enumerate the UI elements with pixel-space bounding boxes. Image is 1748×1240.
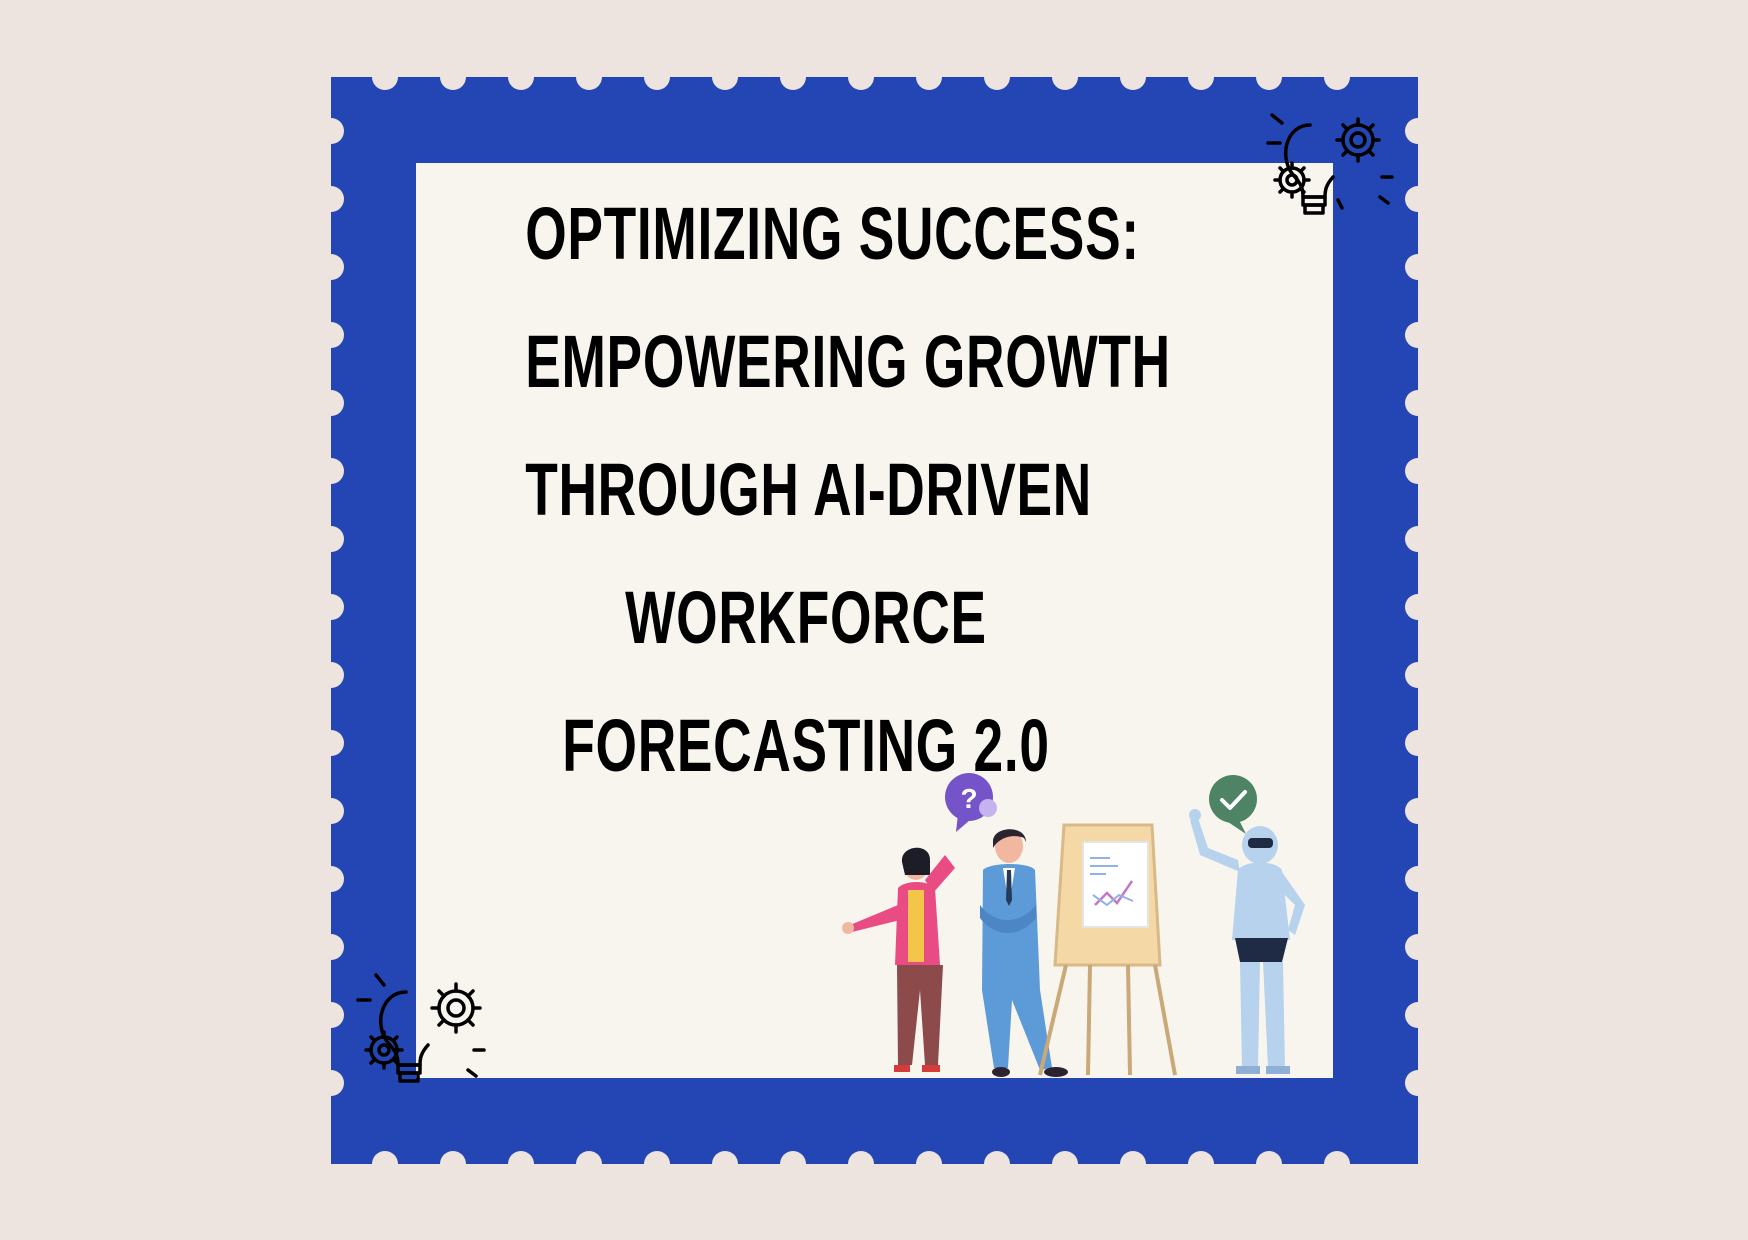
perforation-dot <box>1052 64 1078 90</box>
team-illustration: ? <box>842 773 1305 1077</box>
perforation-dot <box>848 64 874 90</box>
perforation-dot <box>1324 1151 1350 1177</box>
perforation-dot <box>644 64 670 90</box>
perforation-dot <box>508 64 534 90</box>
perforation-dot <box>318 390 344 416</box>
perforation-dot <box>1405 1002 1431 1028</box>
perforation-dot <box>318 458 344 484</box>
perforation-dot <box>984 64 1010 90</box>
perforation-dot <box>712 64 738 90</box>
svg-text:?: ? <box>960 783 977 814</box>
perforation-dot <box>318 594 344 620</box>
perforation-dot <box>780 1151 806 1177</box>
perforation-dot <box>1405 322 1431 348</box>
perforation-dot <box>1188 64 1214 90</box>
perforation-dot <box>1256 64 1282 90</box>
perforation-dot <box>1405 458 1431 484</box>
perforation-dot <box>372 64 398 90</box>
perforation-dot <box>318 934 344 960</box>
perforation-dot <box>1405 390 1431 416</box>
perforation-dot <box>318 322 344 348</box>
perforation-dot <box>318 730 344 756</box>
checkmark-bubble-icon <box>1209 775 1257 834</box>
stamp-perforations <box>318 64 1431 1177</box>
man-figure <box>980 829 1068 1077</box>
perforation-dot <box>1405 662 1431 688</box>
robot-figure <box>1189 809 1305 1074</box>
perforation-dot <box>318 798 344 824</box>
perforation-dot <box>318 1070 344 1096</box>
perforation-dot <box>318 866 344 892</box>
perforation-dot <box>1324 64 1350 90</box>
page-title: OPTIMIZING SUCCESS: EMPOWERING GROWTH TH… <box>525 170 1171 810</box>
perforation-dot <box>576 1151 602 1177</box>
perforation-dot <box>1405 118 1431 144</box>
title-line: EMPOWERING GROWTH <box>525 320 1171 403</box>
perforation-dot <box>1405 1070 1431 1096</box>
perforation-dot <box>1052 1151 1078 1177</box>
perforation-dot <box>440 64 466 90</box>
perforation-dot <box>916 64 942 90</box>
perforation-dot <box>1405 186 1431 212</box>
title-line: WORKFORCE <box>625 576 987 659</box>
perforation-dot <box>1405 254 1431 280</box>
perforation-dot <box>984 1151 1010 1177</box>
title-line: THROUGH AI-DRIVEN <box>525 448 1092 531</box>
perforation-dot <box>318 118 344 144</box>
perforation-dot <box>1405 526 1431 552</box>
perforation-dot <box>318 1002 344 1028</box>
perforation-dot <box>1405 730 1431 756</box>
perforation-dot <box>1405 594 1431 620</box>
perforation-dot <box>576 64 602 90</box>
perforation-dot <box>1120 1151 1146 1177</box>
perforation-dot <box>1256 1151 1282 1177</box>
perforation-dot <box>916 1151 942 1177</box>
title-line: FORECASTING 2.0 <box>562 704 1050 787</box>
perforation-dot <box>318 254 344 280</box>
perforation-dot <box>318 662 344 688</box>
perforation-dot <box>644 1151 670 1177</box>
perforation-dot <box>1188 1151 1214 1177</box>
perforation-dot <box>1120 64 1146 90</box>
flipchart <box>1038 823 1177 1076</box>
perforation-dot <box>318 526 344 552</box>
perforation-dot <box>508 1151 534 1177</box>
question-bubble-icon: ? <box>945 773 997 832</box>
perforation-dot <box>780 64 806 90</box>
lightbulb-gears-icon <box>1266 113 1394 215</box>
perforation-dot <box>440 1151 466 1177</box>
lightbulb-gears-icon <box>356 973 486 1083</box>
perforation-dot <box>318 186 344 212</box>
perforation-dot <box>1405 866 1431 892</box>
perforation-dot <box>712 1151 738 1177</box>
woman-figure <box>842 847 955 1072</box>
perforation-dot <box>848 1151 874 1177</box>
perforation-dot <box>1405 798 1431 824</box>
title-line: OPTIMIZING SUCCESS: <box>525 192 1140 275</box>
perforation-dot <box>372 1151 398 1177</box>
perforation-dot <box>1405 934 1431 960</box>
